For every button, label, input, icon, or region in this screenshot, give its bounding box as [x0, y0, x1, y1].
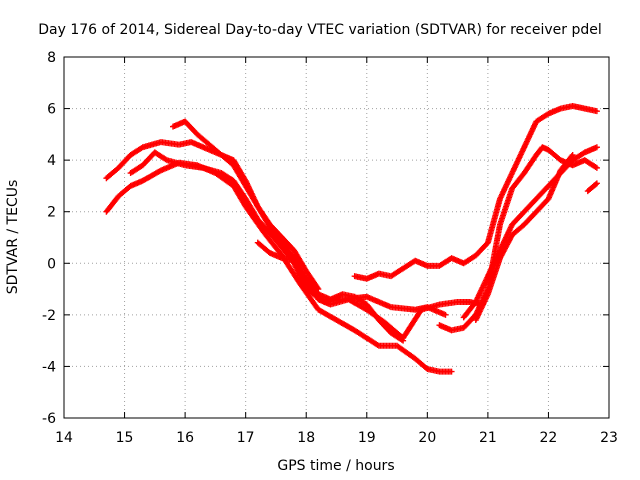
series-arc-8 [460, 144, 600, 321]
x-tick-label: 23 [600, 430, 618, 446]
plot-frame [63, 56, 610, 419]
data-point [568, 153, 575, 160]
x-tick-label: 18 [297, 430, 315, 446]
grid [64, 57, 609, 418]
y-tick-label: 0 [47, 256, 56, 272]
y-tick-label: -2 [42, 308, 56, 324]
y-tick-label: 4 [47, 153, 56, 169]
x-tick-label: 17 [237, 430, 255, 446]
y-tick-label: 2 [47, 205, 56, 221]
x-tick-label: 22 [540, 430, 558, 446]
series-arc-3 [127, 149, 449, 318]
x-tick-label: 21 [479, 430, 497, 446]
series-arc-7 [436, 144, 600, 334]
series-arc-10 [584, 180, 600, 195]
series-arc-6 [351, 102, 600, 282]
data-point [592, 181, 599, 188]
y-tick-label: -6 [42, 411, 56, 427]
data-point [442, 311, 449, 318]
x-tick-label: 15 [116, 430, 134, 446]
series-arc-5 [254, 239, 407, 344]
y-tick-label: -4 [42, 359, 56, 375]
axis-ticks [63, 56, 610, 419]
x-tick-label: 14 [55, 430, 73, 446]
series-arc-4 [170, 118, 485, 342]
data-point [593, 164, 600, 171]
axis-tick-labels: 14 15 16 17 18 19 20 21 22 23 -6 -4 -2 0 2 4 6 8 [42, 50, 618, 446]
series-arc-9 [472, 151, 576, 324]
x-axis-label: GPS time / hours [277, 458, 394, 474]
y-tick-label: 6 [47, 102, 56, 118]
x-tick-label: 20 [418, 430, 436, 446]
data-point [593, 180, 600, 187]
x-tick-label: 19 [358, 430, 376, 446]
data-layer [103, 102, 600, 375]
data-point [400, 337, 407, 344]
chart-title: Day 176 of 2014, Sidereal Day-to-day VTE… [38, 22, 602, 38]
x-tick-label: 16 [176, 430, 194, 446]
data-point [569, 151, 576, 158]
data-point [593, 108, 600, 115]
y-axis-label: SDTVAR / TECUs [5, 180, 21, 295]
data-point [593, 144, 600, 151]
data-point [448, 368, 455, 375]
y-tick-label: 8 [47, 50, 56, 66]
